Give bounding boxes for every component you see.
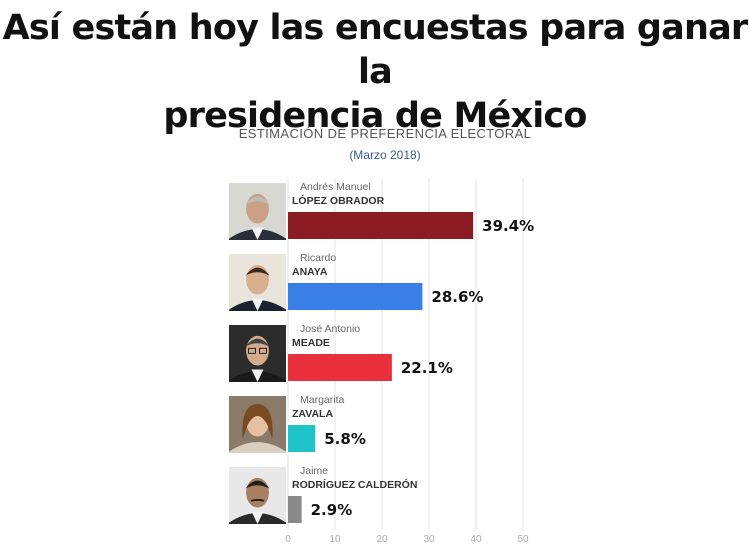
photo-hair	[245, 480, 270, 489]
photo-hair	[245, 196, 270, 205]
photo-shirt	[251, 511, 264, 524]
candidate-last-name: ANAYA	[292, 266, 328, 278]
chart-title: ESTIMACIÓN DE PREFERENCIA ELECTORAL	[238, 126, 532, 141]
man-in-suit-gray-hair-icon	[229, 183, 286, 240]
data-label: 39.4%	[482, 217, 534, 235]
photo-glasses-right	[259, 347, 267, 354]
headline-line-1: Así están hoy las encuestas para ganar l…	[2, 8, 749, 92]
candidate-first-name: Jaime	[300, 465, 328, 477]
chart-row: Margarita ZAVALA 5.8%	[229, 394, 366, 453]
page-headline: Así están hoy las encuestas para ganar l…	[0, 6, 750, 138]
x-tick-label: 40	[470, 534, 482, 545]
photo-hair	[245, 267, 270, 276]
x-tick-label: 10	[329, 534, 341, 545]
candidate-first-name: Ricardo	[300, 252, 336, 264]
data-label: 28.6%	[431, 288, 483, 306]
candidate-last-name: RODRÍGUEZ CALDERÓN	[292, 478, 417, 491]
chart-subtitle: (Marzo 2018)	[349, 148, 421, 162]
photo-mustache	[250, 498, 265, 502]
bar	[288, 354, 392, 381]
photo-hair	[245, 338, 270, 347]
data-label: 5.8%	[324, 430, 366, 448]
bar	[288, 283, 423, 310]
x-tick-label: 30	[423, 534, 435, 545]
photo-shirt	[251, 298, 264, 311]
candidate-first-name: José Antonio	[300, 323, 360, 335]
photo-shirt	[251, 227, 264, 240]
bar	[288, 212, 474, 239]
x-tick-label: 50	[517, 534, 529, 545]
candidate-first-name: Andrés Manuel	[300, 181, 371, 193]
data-label: 2.9%	[311, 501, 353, 519]
man-with-mustache-icon	[229, 467, 286, 524]
photo-glasses-left	[248, 347, 256, 354]
candidate-last-name: MEADE	[292, 337, 330, 349]
chart-row: Ricardo ANAYA 28.6%	[229, 252, 483, 311]
photo-shirt	[251, 369, 264, 382]
photo-hair	[242, 403, 273, 439]
candidate-last-name: ZAVALA	[292, 408, 333, 420]
candidate-first-name: Margarita	[300, 394, 345, 406]
data-label: 22.1%	[401, 359, 453, 377]
young-man-in-suit-icon	[229, 254, 286, 311]
bar	[288, 425, 316, 452]
headline-line-2: presidencia de México	[163, 96, 587, 136]
bar	[288, 496, 302, 523]
woman-smiling-icon	[229, 396, 286, 453]
chart-row: José Antonio MEADE 22.1%	[229, 323, 453, 382]
man-with-glasses-icon	[229, 325, 286, 382]
x-tick-label: 0	[285, 534, 291, 545]
photo-shoulders	[229, 442, 286, 453]
candidate-last-name: LÓPEZ OBRADOR	[292, 194, 385, 207]
x-tick-label: 20	[376, 534, 388, 545]
